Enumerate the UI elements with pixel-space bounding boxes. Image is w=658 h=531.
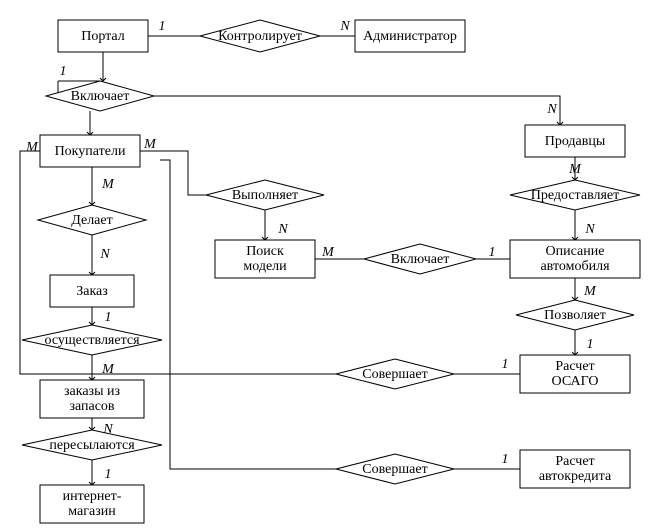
- svg-text:Заказ: Заказ: [76, 284, 108, 299]
- svg-text:Позволяет: Позволяет: [544, 308, 606, 323]
- svg-text:Продавцы: Продавцы: [545, 134, 606, 149]
- svg-text:пересылаются: пересылаются: [49, 438, 135, 453]
- cardinality: M: [25, 140, 39, 155]
- svg-text:ОСАГО: ОСАГО: [552, 374, 599, 389]
- entity-osago: РасчетОСАГО: [520, 355, 630, 393]
- svg-text:осуществляется: осуществляется: [44, 333, 140, 348]
- cardinality: N: [339, 19, 350, 34]
- cardinality: 1: [159, 19, 166, 34]
- cardinality: N: [99, 247, 110, 262]
- svg-text:Делает: Делает: [71, 213, 112, 228]
- cardinality: M: [143, 137, 157, 152]
- entity-admin: Администратор: [355, 20, 465, 52]
- svg-text:автомобиля: автомобиля: [540, 259, 610, 274]
- entity-buyers: Покупатели: [40, 135, 140, 167]
- svg-text:Совершает: Совершает: [362, 462, 427, 477]
- svg-text:магазин: магазин: [68, 504, 116, 519]
- cardinality: N: [102, 422, 113, 437]
- svg-text:Поиск: Поиск: [246, 244, 284, 259]
- svg-text:Выполняет: Выполняет: [232, 188, 298, 203]
- cardinality: 1: [105, 467, 112, 482]
- svg-text:Совершает: Совершает: [362, 367, 427, 382]
- cardinality: 1: [489, 245, 496, 260]
- svg-text:Включает: Включает: [71, 89, 130, 104]
- svg-text:Администратор: Администратор: [363, 29, 457, 44]
- svg-text:запасов: запасов: [69, 399, 114, 414]
- svg-text:Расчет: Расчет: [555, 359, 594, 374]
- cardinality: 1: [502, 357, 509, 372]
- svg-text:Описание: Описание: [546, 244, 605, 259]
- cardinality: N: [277, 222, 288, 237]
- svg-text:Расчет: Расчет: [555, 454, 594, 469]
- svg-text:Предоставляет: Предоставляет: [531, 188, 620, 203]
- entity-stock: заказы иззапасов: [40, 380, 144, 418]
- svg-text:Контролирует: Контролирует: [218, 29, 302, 44]
- cardinality: M: [321, 245, 335, 260]
- svg-text:заказы из: заказы из: [64, 384, 120, 399]
- svg-text:Портал: Портал: [81, 29, 125, 44]
- svg-text:Покупатели: Покупатели: [55, 144, 126, 159]
- svg-text:интернет-: интернет-: [63, 489, 122, 504]
- entity-portal: Портал: [58, 20, 148, 52]
- cardinality: M: [583, 284, 597, 299]
- cardinality: 1: [587, 337, 594, 352]
- cardinality: M: [101, 362, 115, 377]
- entity-shop: интернет-магазин: [40, 485, 144, 523]
- entity-order: Заказ: [50, 275, 134, 307]
- cardinality: N: [584, 222, 595, 237]
- entity-desc: Описаниеавтомобиля: [510, 240, 640, 278]
- entity-search: Поискмодели: [215, 240, 315, 278]
- cardinality: M: [568, 162, 582, 177]
- cardinality: 1: [105, 310, 112, 325]
- entity-credit: Расчетавтокредита: [520, 450, 630, 488]
- cardinality: N: [546, 102, 557, 117]
- cardinality: 1: [60, 64, 67, 79]
- svg-text:автокредита: автокредита: [539, 469, 612, 484]
- svg-text:модели: модели: [243, 259, 287, 274]
- cardinality: M: [101, 177, 115, 192]
- entity-sellers: Продавцы: [525, 125, 625, 157]
- cardinality: 1: [502, 452, 509, 467]
- svg-text:Включает: Включает: [391, 252, 450, 267]
